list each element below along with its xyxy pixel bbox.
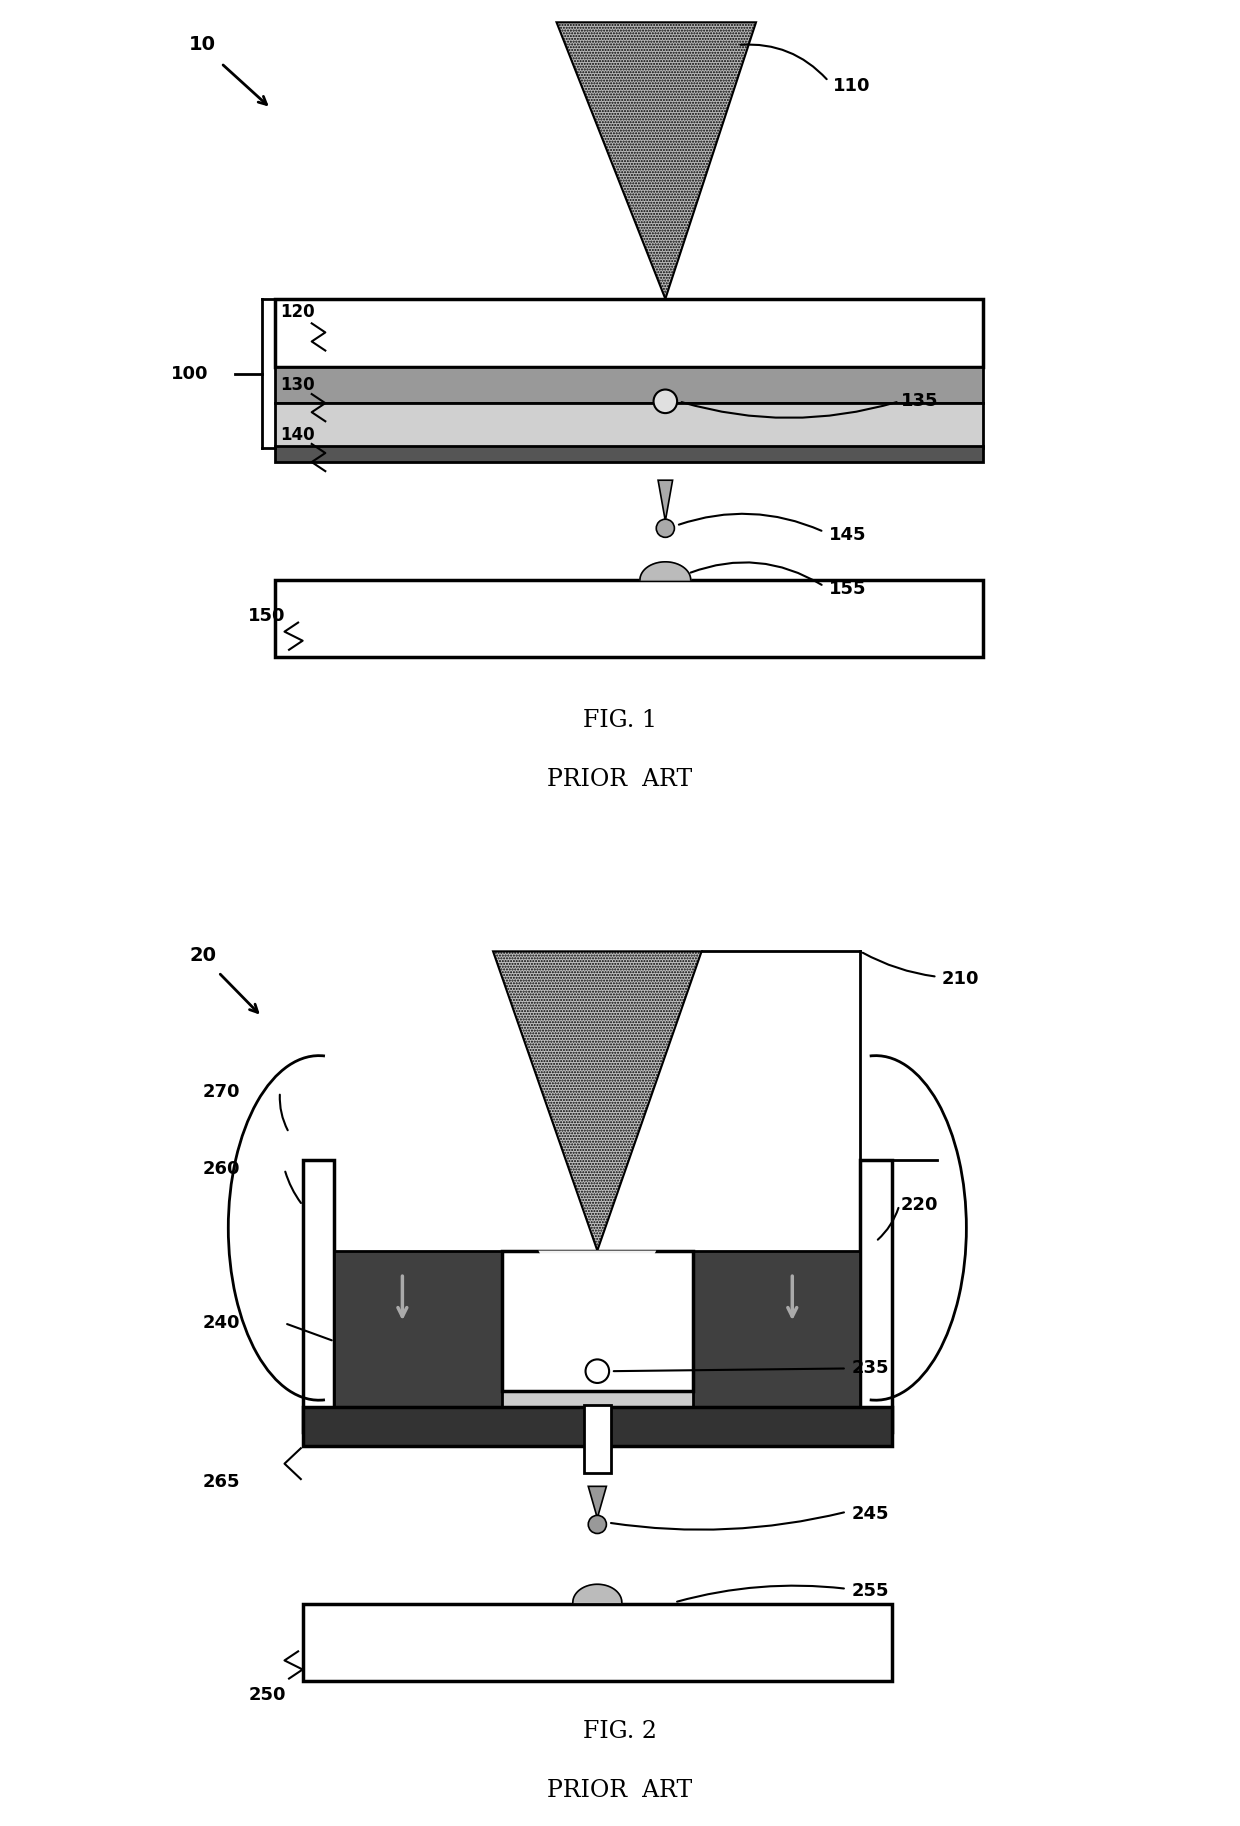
Text: 135: 135 — [901, 393, 939, 411]
Circle shape — [656, 519, 675, 537]
Text: 265: 265 — [203, 1474, 241, 1490]
Text: 100: 100 — [171, 365, 208, 383]
Polygon shape — [640, 562, 691, 581]
Polygon shape — [557, 22, 756, 299]
Text: 210: 210 — [942, 970, 980, 988]
Text: 240: 240 — [203, 1315, 241, 1333]
Polygon shape — [538, 1251, 656, 1364]
Text: 130: 130 — [280, 376, 315, 394]
Text: 120: 120 — [280, 303, 315, 321]
Bar — [335, 1251, 502, 1410]
Text: 270: 270 — [203, 1083, 241, 1101]
Circle shape — [588, 1516, 606, 1534]
Bar — [584, 1404, 611, 1474]
Bar — [275, 367, 982, 404]
Text: 110: 110 — [833, 77, 870, 95]
Text: 20: 20 — [190, 946, 216, 966]
Text: 145: 145 — [828, 526, 866, 544]
Bar — [303, 1605, 892, 1682]
Bar — [502, 1251, 693, 1391]
Bar — [275, 299, 982, 367]
Text: 235: 235 — [851, 1360, 889, 1377]
Text: FIG. 2: FIG. 2 — [583, 1720, 657, 1742]
Bar — [303, 1408, 892, 1446]
Polygon shape — [658, 480, 672, 520]
Text: FIG. 1: FIG. 1 — [583, 708, 657, 732]
Text: PRIOR  ART: PRIOR ART — [547, 769, 693, 791]
Bar — [275, 581, 982, 657]
Circle shape — [653, 389, 677, 413]
Bar — [303, 1160, 335, 1432]
Bar — [861, 1160, 892, 1432]
Bar — [692, 1251, 861, 1410]
Text: 140: 140 — [280, 425, 315, 444]
Text: 150: 150 — [248, 608, 285, 624]
Polygon shape — [494, 951, 702, 1251]
Text: PRIOR  ART: PRIOR ART — [547, 1779, 693, 1802]
Text: 250: 250 — [248, 1685, 285, 1704]
Polygon shape — [573, 1585, 621, 1603]
Text: 155: 155 — [828, 581, 866, 599]
Bar — [275, 446, 982, 462]
Bar — [275, 404, 982, 449]
Polygon shape — [588, 1486, 606, 1517]
Text: 220: 220 — [901, 1196, 939, 1214]
Circle shape — [585, 1359, 609, 1382]
Text: 245: 245 — [851, 1505, 889, 1523]
Text: 255: 255 — [851, 1581, 889, 1600]
Text: 260: 260 — [203, 1160, 241, 1178]
Text: 10: 10 — [190, 35, 216, 55]
Bar — [303, 1251, 892, 1432]
